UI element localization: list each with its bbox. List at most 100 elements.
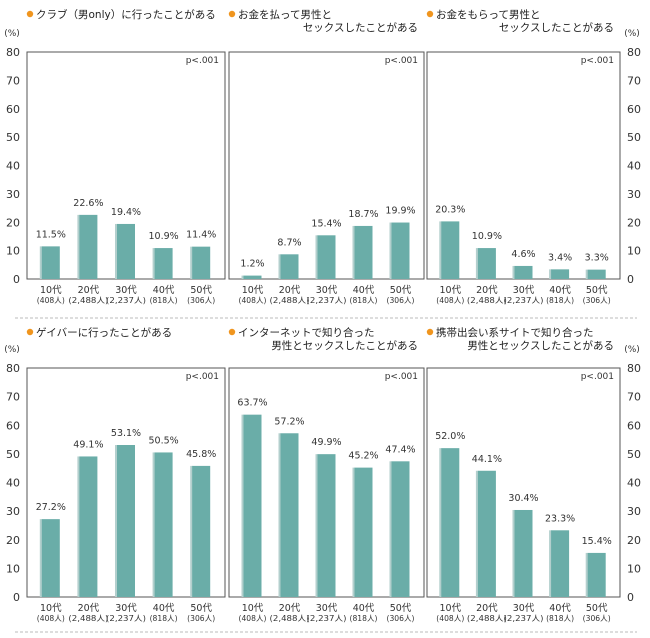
unit-label-left: (%) (4, 29, 20, 39)
bar-shadow (512, 265, 515, 279)
bar (587, 269, 606, 279)
x-tick-label-age: 10代 (440, 603, 462, 614)
y-tick-label-right: 20 (627, 534, 641, 547)
x-tick-label-count: (2,488人) (467, 296, 507, 305)
x-tick-label-count: (408人) (436, 296, 464, 305)
x-tick-label-count: (306人) (187, 296, 215, 305)
bar-shadow (77, 456, 80, 597)
y-tick-label-left: 0 (13, 591, 20, 604)
x-tick-label-count: (2,237人) (504, 614, 544, 623)
bar (317, 235, 336, 279)
bar (243, 275, 262, 279)
y-tick-label-left: 20 (6, 216, 20, 229)
bar-shadow (585, 269, 589, 279)
x-tick-label-age: 40代 (353, 285, 375, 296)
x-tick-label-count: (2,488人) (467, 614, 507, 623)
bar-shadow (549, 530, 552, 597)
y-tick-label-left: 10 (6, 562, 20, 575)
x-tick-label-count: (2,237人) (307, 296, 347, 305)
data-label: 57.2% (274, 416, 304, 427)
chart-title: セックスしたことがある (499, 21, 614, 34)
p-value: p<.001 (385, 372, 418, 382)
x-tick-label-age: 10代 (242, 285, 264, 296)
title-bullet-icon (426, 328, 434, 336)
chart-title: インターネットで知り合った (238, 326, 375, 339)
bar-shadow (315, 235, 318, 279)
x-tick-label-count: (2,488人) (68, 296, 108, 305)
bar (280, 433, 299, 597)
y-tick-label-right: 30 (627, 505, 641, 518)
bar (243, 414, 262, 597)
p-value: p<.001 (186, 372, 219, 382)
x-tick-label-age: 20代 (78, 603, 100, 614)
chart-title: 男性とセックスしたことがある (271, 339, 418, 352)
title-bullet-icon (228, 10, 236, 18)
chart-title: ゲイバーに行ったことがある (36, 326, 172, 339)
y-tick-label-left: 50 (6, 448, 20, 461)
x-tick-label-count: (818人) (546, 296, 574, 305)
p-value: p<.001 (186, 56, 219, 66)
bar-shadow (152, 248, 156, 279)
x-tick-label-age: 50代 (390, 603, 412, 614)
x-tick-label-age: 20代 (476, 603, 498, 614)
bar (391, 461, 410, 597)
bar-shadow (585, 552, 589, 597)
x-tick-label-count: (306人) (583, 614, 611, 623)
x-tick-label-age: 40代 (153, 285, 175, 296)
bar-shadow (39, 246, 43, 279)
bar-shadow (190, 246, 193, 279)
y-tick-label-left: 40 (6, 477, 20, 490)
x-tick-label-age: 10代 (242, 603, 264, 614)
data-label: 19.4% (111, 207, 141, 218)
bar-shadow (439, 221, 442, 279)
bar (514, 509, 533, 597)
data-label: 8.7% (277, 237, 301, 248)
y-tick-label-right: 60 (627, 419, 641, 432)
bar-shadow (315, 454, 318, 597)
y-tick-label-left: 60 (6, 103, 20, 116)
data-label: 44.1% (472, 454, 502, 465)
data-label: 18.7% (348, 209, 378, 220)
x-tick-label-age: 30代 (115, 285, 137, 296)
bar (354, 467, 373, 597)
y-tick-label-right: 70 (627, 391, 641, 404)
y-tick-label-right: 10 (627, 562, 641, 575)
x-tick-label-age: 50代 (190, 603, 212, 614)
x-tick-label-count: (408人) (239, 296, 267, 305)
y-tick-label-left: 30 (6, 505, 20, 518)
bar (79, 214, 98, 279)
data-label: 19.9% (385, 206, 415, 217)
bar (477, 248, 496, 279)
bar (317, 454, 336, 597)
bar (441, 221, 460, 279)
bar-shadow (278, 433, 281, 597)
data-label: 27.2% (36, 502, 66, 513)
bar-shadow (77, 214, 80, 279)
x-tick-label-age: 40代 (549, 285, 571, 296)
bar-shadow (439, 448, 442, 597)
unit-label-left: (%) (4, 345, 20, 355)
data-label: 45.8% (186, 449, 216, 460)
x-tick-label-age: 20代 (78, 285, 100, 296)
y-tick-label-right: 70 (627, 74, 641, 87)
y-tick-label-right: 10 (627, 245, 641, 258)
bar (79, 456, 98, 597)
x-tick-label-count: (2,488人) (270, 296, 310, 305)
bar (514, 265, 533, 279)
data-label: 49.1% (73, 439, 103, 450)
y-tick-label-right: 30 (627, 188, 641, 201)
x-tick-label-age: 10代 (40, 285, 62, 296)
x-tick-label-count: (408人) (239, 614, 267, 623)
y-tick-label-right: 60 (627, 103, 641, 116)
chart-title: 携帯出会い系サイトで知り合った (436, 326, 594, 339)
data-label: 10.9% (472, 231, 502, 242)
data-label: 23.3% (545, 513, 575, 524)
x-tick-label-age: 50代 (586, 285, 608, 296)
x-tick-label-age: 40代 (353, 603, 375, 614)
x-tick-label-count: (2,237人) (106, 614, 146, 623)
x-tick-label-count: (2,237人) (307, 614, 347, 623)
x-tick-label-count: (818人) (150, 296, 178, 305)
bar (587, 552, 606, 597)
title-bullet-icon (228, 328, 236, 336)
